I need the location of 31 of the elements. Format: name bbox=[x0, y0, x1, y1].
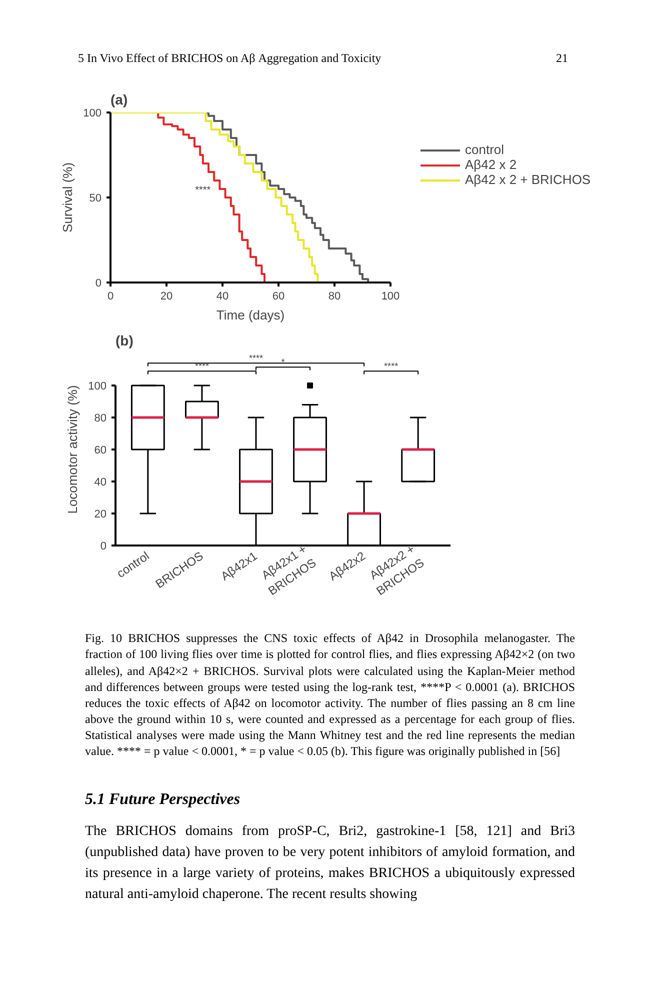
text: **** bbox=[194, 361, 210, 372]
x-axis-title: Time (days) bbox=[216, 308, 285, 323]
text: * bbox=[281, 357, 286, 368]
text: **** bbox=[384, 361, 399, 372]
y-tick-label: 100 bbox=[88, 380, 107, 393]
text: The BRICHOS domains from proSP-C, Bri2, gastrokine-1 [58, 121] and Bri3 (unpublished data) have proven to be very potent inhibitors of amyloid formation, and its presence in a large variety of proteins, makes BRICHOS a ubiquitously expressed natural anti-amyloid chaperone. The recent results showing bbox=[85, 823, 575, 904]
x-tick-label: 100 bbox=[381, 290, 400, 303]
text: Fig. 10 BRICHOS suppresses the CNS toxic effects of Aβ42 in Drosophila melanogaster. The fraction of 100 living flies over time is plotted for control flies, and flies expressing Aβ42×2 (on two alleles), and Aβ42×2 + BRICHOS. Survival plots were calculated using the Kaplan-Meier method and differences between groups were tested using the log-rank test, ****P < 0.0001 (a). BRICHOS reduces the toxic effects of Aβ42 on locomotor activity. The number of flies passing an 8 cm line above the ground within 10 s, were counted and expressed as a percentage for each group of flies. Statistical analyses were made using the Mann Whitney test and the red line represents the median value. **** = p value < 0.0001, * = p value < 0.05 (b). This figure was originally published in [56] bbox=[85, 631, 575, 758]
y-tick-label: 20 bbox=[94, 508, 107, 521]
text: 5 In Vivo Effect of BRICHOS on Aβ Aggregation and Toxicity bbox=[78, 50, 382, 67]
y-tick-label: 50 bbox=[89, 192, 102, 205]
text: 21 bbox=[556, 50, 568, 67]
y-tick-label: 60 bbox=[94, 444, 107, 457]
y-tick-label: 100 bbox=[83, 108, 102, 120]
y-axis-title: Locomotor activity (%) bbox=[65, 385, 80, 514]
y-axis-title: Survival (%) bbox=[60, 162, 76, 233]
chart-title: (a) bbox=[110, 92, 128, 108]
x-tick-label: 40 bbox=[216, 290, 229, 303]
y-tick-label: 80 bbox=[94, 412, 107, 425]
x-tick-label: 20 bbox=[160, 290, 173, 303]
legend-label: control bbox=[465, 142, 504, 158]
legend-label: Aβ42 x 2 + BRICHOS bbox=[465, 172, 591, 188]
text: 5.1 Future Perspectives bbox=[85, 790, 242, 810]
x-tick-label: 80 bbox=[328, 290, 341, 303]
y-tick-label: 40 bbox=[94, 476, 107, 489]
annotation: **** bbox=[195, 185, 211, 196]
legend-label: Aβ42 x 2 bbox=[465, 157, 517, 172]
x-tick-label: 60 bbox=[272, 290, 285, 303]
chart-title: (b) bbox=[116, 332, 134, 349]
y-tick-label: 0 bbox=[95, 278, 102, 290]
text: **** bbox=[248, 353, 264, 364]
